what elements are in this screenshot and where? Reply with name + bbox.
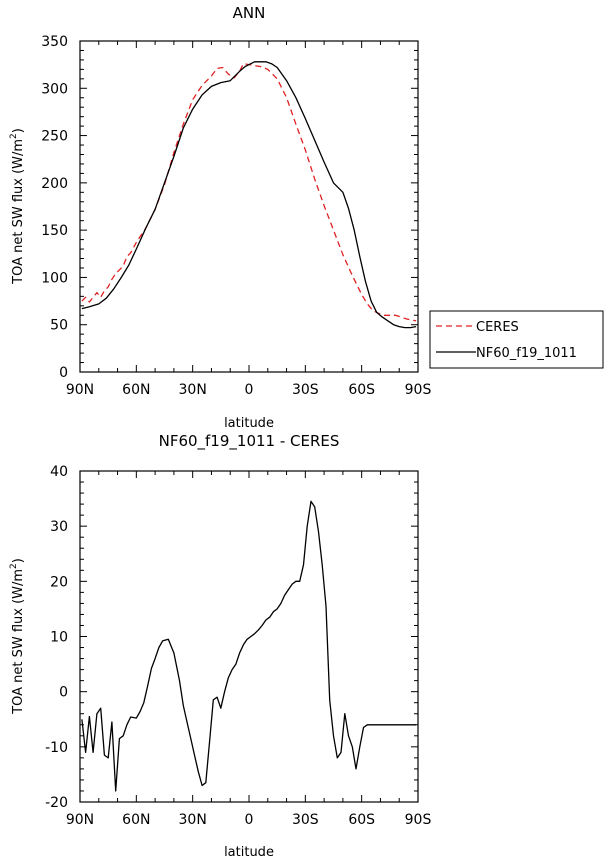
top-series (81, 61, 417, 329)
top-y-axis-label: TOA net SW flux (W/m2) (9, 128, 26, 285)
top-x-tick-label: 90N (66, 382, 94, 398)
top-x-tick-label: 60N (122, 382, 150, 398)
bottom-x-tick-label: 30S (292, 812, 319, 828)
bottom-x-tick-label: 60S (348, 812, 375, 828)
top-x-tick-label: 30S (292, 382, 319, 398)
top-x-axis-label: latitude (224, 416, 274, 431)
bottom-x-axis-label: latitude (224, 845, 274, 860)
legend-label-model: NF60_f19_1011 (476, 346, 577, 361)
bottom-y-tick-label: 10 (50, 630, 68, 646)
legend: CERES NF60_f19_1011 (429, 310, 604, 369)
bottom-y-tick-label: -10 (45, 740, 68, 756)
bottom-x-tick-label: 0 (245, 812, 254, 828)
bottom-y-axis-label: TOA net SW flux (W/m2) (9, 558, 26, 715)
top-chart-title: ANN (233, 4, 266, 22)
top-y-tick-label: 50 (50, 318, 68, 334)
top-axes: 0 50 100 150 200 250 300 350 90N 60N 30N 0 30S 60S 90S (41, 34, 431, 398)
top-y-tick-label: 200 (41, 176, 68, 192)
bottom-x-tick-label: 90S (405, 812, 432, 828)
top-x-tick-label: 0 (245, 382, 254, 398)
bottom-y-tick-label: 40 (50, 464, 68, 480)
bottom-y-tick-label: 20 (50, 574, 68, 590)
top-series-line-0 (81, 63, 417, 322)
top-y-tick-label: 150 (41, 223, 68, 239)
bottom-series-line-0 (81, 500, 417, 792)
bottom-y-tick-label: 0 (59, 685, 68, 701)
bottom-x-tick-label: 60N (122, 812, 150, 828)
bottom-chart-title: NF60_f19_1011 - CERES (159, 432, 340, 451)
bottom-plot-frame (79, 470, 419, 803)
bottom-panel: NF60_f19_1011 - CERES latitude TOA net S… (9, 432, 431, 860)
top-plot-frame (79, 40, 419, 373)
top-series-line-1 (81, 61, 417, 329)
top-x-tick-label: 90S (405, 382, 432, 398)
bottom-x-tick-label: 30N (179, 812, 207, 828)
bottom-y-tick-label: -20 (45, 795, 68, 811)
bottom-series (81, 500, 417, 792)
top-y-tick-label: 300 (41, 81, 68, 97)
top-y-tick-label: 100 (41, 270, 68, 286)
bottom-x-tick-label: 90N (66, 812, 94, 828)
top-y-tick-label: 350 (41, 34, 68, 50)
bottom-axes: -20 -10 0 10 20 30 40 90N 60N 30N 0 30S 60S 90S (45, 464, 431, 828)
bottom-y-tick-label: 30 (50, 519, 68, 535)
top-y-tick-label: 0 (59, 365, 68, 381)
top-x-tick-label: 30N (179, 382, 207, 398)
legend-label-ceres: CERES (476, 320, 519, 335)
top-panel: ANN latitude TOA net SW flux (W/m2) 0 50 1… (9, 4, 604, 431)
top-y-tick-label: 250 (41, 129, 68, 145)
top-x-tick-label: 60S (348, 382, 375, 398)
legend-box (429, 310, 604, 369)
